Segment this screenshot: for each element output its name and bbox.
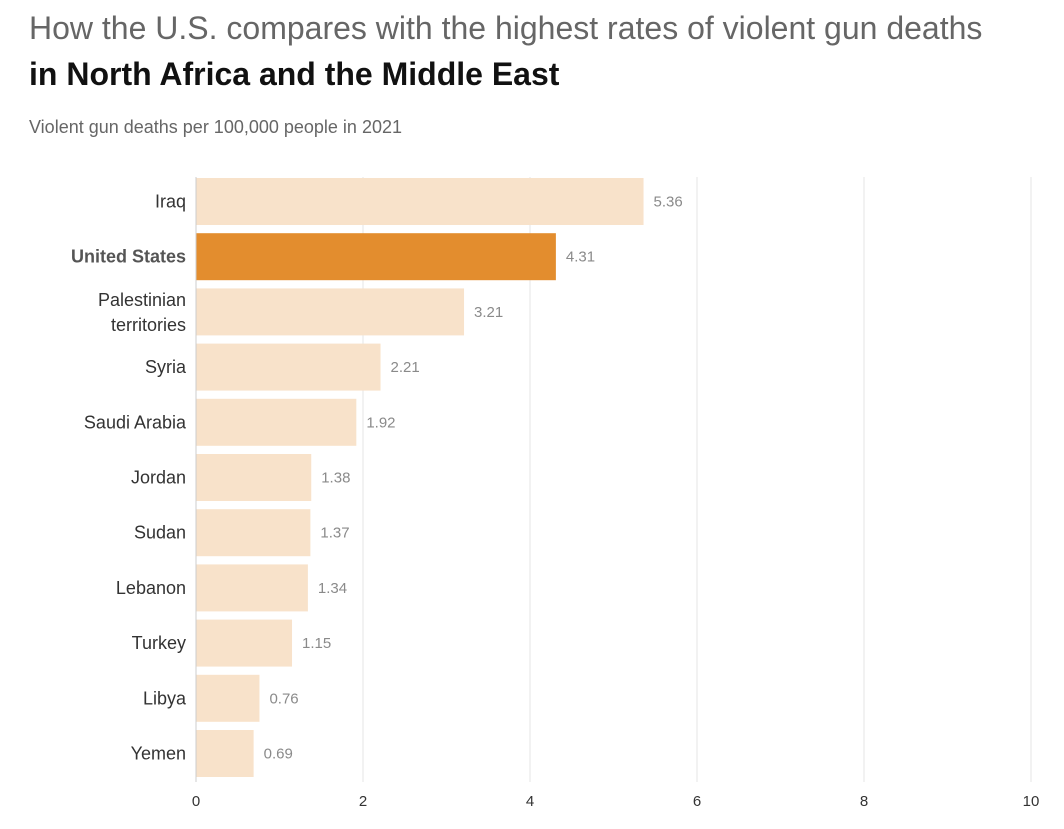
data-label: 5.36 — [654, 194, 683, 211]
data-label: 3.21 — [474, 304, 503, 321]
x-tick-label: 6 — [693, 793, 701, 810]
bar — [196, 730, 254, 777]
bar — [196, 178, 644, 225]
x-tick-label: 8 — [860, 793, 868, 810]
category-label: Iraq — [155, 192, 186, 212]
data-label: 1.92 — [366, 414, 395, 431]
data-label: 1.37 — [320, 525, 349, 542]
category-label: Libya — [143, 688, 187, 708]
data-label: 1.34 — [318, 580, 347, 597]
category-label: Lebanon — [116, 578, 186, 598]
chart-title-emphasis: in North Africa and the Middle East — [29, 56, 560, 92]
bar-chart: 0 2 4 6 8 10 Iraq 5.36 United States 4.31 Palestin… — [71, 177, 1040, 810]
bar — [196, 509, 311, 557]
data-label: 0.76 — [269, 690, 298, 707]
category-label: Palestinian territories — [98, 290, 186, 335]
x-tick-label: 2 — [359, 793, 367, 810]
chart-title: How the U.S. compares with the highest r… — [29, 10, 983, 46]
chart-subtitle: Violent gun deaths per 100,000 people in… — [29, 117, 402, 137]
data-label: 4.31 — [566, 249, 595, 266]
category-label: Sudan — [134, 523, 186, 543]
bar — [196, 619, 293, 667]
bar — [196, 233, 556, 281]
category-label-line: Palestinian — [98, 290, 186, 310]
data-label: 1.38 — [321, 470, 350, 487]
category-label: Saudi Arabia — [84, 412, 187, 432]
bar — [196, 398, 357, 446]
x-tick-label: 4 — [526, 793, 534, 810]
data-label: 1.15 — [302, 635, 331, 652]
bar — [196, 564, 308, 612]
x-tick-label: 10 — [1023, 793, 1040, 810]
category-label: Jordan — [131, 468, 186, 488]
category-label-line: territories — [111, 315, 186, 335]
category-label: Yemen — [131, 744, 186, 764]
category-label: Syria — [145, 357, 187, 377]
x-tick-label: 0 — [192, 793, 200, 810]
data-label: 2.21 — [391, 359, 420, 376]
category-label: United States — [71, 247, 186, 267]
bar — [196, 674, 260, 722]
category-label: Turkey — [132, 633, 186, 653]
data-label: 0.69 — [264, 746, 293, 763]
bar — [196, 288, 465, 336]
bar — [196, 454, 312, 501]
bar — [196, 343, 381, 391]
